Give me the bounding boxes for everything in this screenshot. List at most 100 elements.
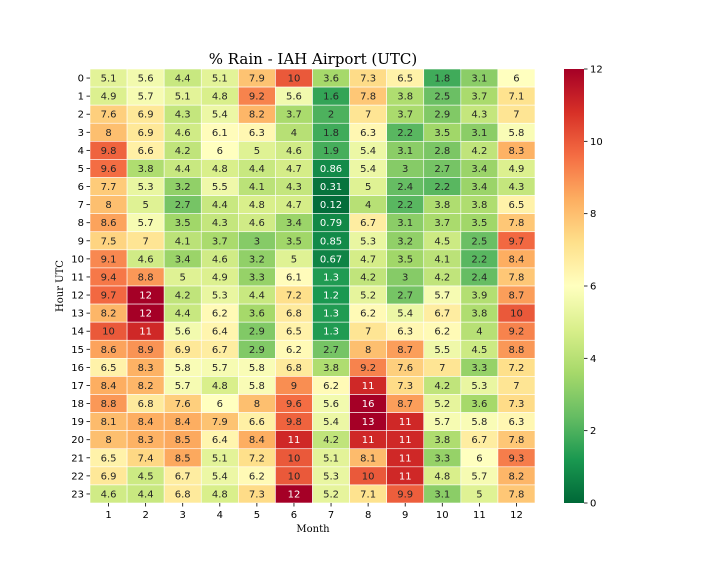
x-tick-label: 1: [105, 510, 111, 521]
cell-value-label: 7.4: [138, 453, 154, 464]
cell-value-label: 4.5: [471, 345, 487, 356]
cell-value-label: 5: [142, 200, 148, 211]
cell-value-label: 8: [105, 200, 111, 211]
cell-value-label: 2.2: [397, 128, 413, 139]
cell-value-label: 4.2: [434, 272, 450, 283]
cell-value-label: 3.2: [397, 236, 413, 247]
x-tick-label: 4: [217, 510, 223, 521]
cell-value-label: 4.6: [286, 146, 302, 157]
cell-value-label: 4.6: [101, 489, 117, 500]
cell-value-label: 0.31: [320, 182, 342, 193]
cell-value-label: 2.7: [397, 291, 413, 302]
cell-value-label: 8.2: [138, 381, 154, 392]
cell-value-label: 4.8: [434, 471, 450, 482]
cell-value-label: 0.86: [320, 164, 342, 175]
cell-value-label: 3.6: [249, 309, 265, 320]
cell-value-label: 4.2: [434, 381, 450, 392]
cell-value-label: 2.2: [397, 200, 413, 211]
cell-value-label: 3.7: [471, 92, 487, 103]
cell-value-label: 5.4: [212, 110, 228, 121]
cell-value-label: 6.4: [212, 327, 228, 338]
cell-value-label: 1.3: [323, 309, 339, 320]
cell-value-label: 4.2: [175, 146, 191, 157]
cell-value-label: 6.5: [101, 453, 117, 464]
y-tick-label: 18: [71, 399, 84, 410]
cell-value-label: 3.1: [471, 74, 487, 85]
cell-value-label: 4.1: [249, 182, 265, 193]
x-axis-label: Month: [296, 524, 330, 535]
cell-value-label: 8.8: [101, 399, 117, 410]
cell-value-label: 8.3: [509, 146, 525, 157]
cell-value-label: 7: [365, 110, 371, 121]
cell-value-label: 1.3: [323, 327, 339, 338]
cell-value-label: 6: [513, 74, 519, 85]
cell-value-label: 4.9: [212, 272, 228, 283]
cell-value-label: 3.7: [212, 236, 228, 247]
cell-value-label: 11: [399, 453, 412, 464]
cell-value-label: 9.4: [101, 272, 117, 283]
cell-value-label: 5.7: [138, 218, 154, 229]
x-tick-label: 11: [473, 510, 486, 521]
y-tick-label: 15: [71, 345, 84, 356]
cell-value-label: 7: [513, 110, 519, 121]
cell-value-label: 3.4: [471, 182, 487, 193]
cell-value-label: 2.2: [471, 254, 487, 265]
cell-value-label: 16: [362, 399, 375, 410]
cell-value-label: 7: [142, 236, 148, 247]
cell-value-label: 4.6: [212, 254, 228, 265]
cell-value-label: 7.8: [509, 489, 525, 500]
cell-value-label: 5.4: [360, 146, 376, 157]
colorbar-tick-label: 8: [590, 209, 596, 220]
cell-value-label: 5.3: [138, 182, 154, 193]
y-tick-label: 7: [78, 200, 84, 211]
cell-value-label: 5.1: [175, 92, 191, 103]
cell-value-label: 3.9: [471, 291, 487, 302]
cell-value-label: 9.3: [509, 453, 525, 464]
cell-value-label: 4.4: [212, 200, 228, 211]
cell-value-label: 5.1: [323, 453, 339, 464]
y-tick-label: 0: [78, 74, 84, 85]
cell-value-label: 4.4: [249, 291, 265, 302]
y-tick-label: 20: [71, 435, 84, 446]
cell-value-label: 9.2: [360, 363, 376, 374]
cell-value-label: 10: [288, 471, 301, 482]
cell-value-label: 4: [291, 128, 297, 139]
cell-value-label: 7.3: [249, 489, 265, 500]
cell-value-label: 5.7: [138, 92, 154, 103]
cell-value-label: 2.4: [471, 272, 487, 283]
heatmap-cells: 5.1 5.6 4.4 5.1 7.9 10 3.6 7.3 6.5 1.8 3.1 6 4.9 5.7 5…: [89, 68, 536, 504]
cell-value-label: 9: [291, 381, 297, 392]
cell-value-label: 4.3: [175, 110, 191, 121]
cell-value-label: 3.1: [471, 128, 487, 139]
cell-value-label: 6.2: [323, 381, 339, 392]
cell-value-label: 5.5: [434, 345, 450, 356]
cell-value-label: 7.8: [509, 435, 525, 446]
cell-value-label: 4.7: [286, 164, 302, 175]
x-tick-label: 5: [254, 510, 260, 521]
cell-value-label: 5.3: [360, 236, 376, 247]
cell-value-label: 7.9: [212, 417, 228, 428]
cell-value-label: 7.9: [249, 74, 265, 85]
y-tick-label: 3: [78, 128, 84, 139]
x-tick-label: 9: [402, 510, 408, 521]
cell-value-label: 5.8: [509, 128, 525, 139]
cell-value-label: 5.3: [471, 381, 487, 392]
cell-value-label: 7.2: [509, 363, 525, 374]
cell-value-label: 3.5: [397, 254, 413, 265]
cell-value-label: 1.8: [434, 74, 450, 85]
cell-value-label: 3.1: [397, 218, 413, 229]
cell-value-label: 8.2: [509, 471, 525, 482]
cell-value-label: 3.8: [434, 435, 450, 446]
cell-value-label: 4.5: [138, 471, 154, 482]
y-tick-label: 14: [71, 327, 84, 338]
cell-value-label: 4.1: [434, 254, 450, 265]
cell-value-label: 4.7: [286, 200, 302, 211]
cell-value-label: 4.6: [175, 128, 191, 139]
cell-value-label: 9.2: [249, 92, 265, 103]
cell-value-label: 7.7: [101, 182, 117, 193]
cell-value-label: 6.3: [397, 327, 413, 338]
cell-value-label: 8.6: [101, 345, 117, 356]
cell-value-label: 6.7: [434, 309, 450, 320]
cell-value-label: 7.6: [397, 363, 413, 374]
